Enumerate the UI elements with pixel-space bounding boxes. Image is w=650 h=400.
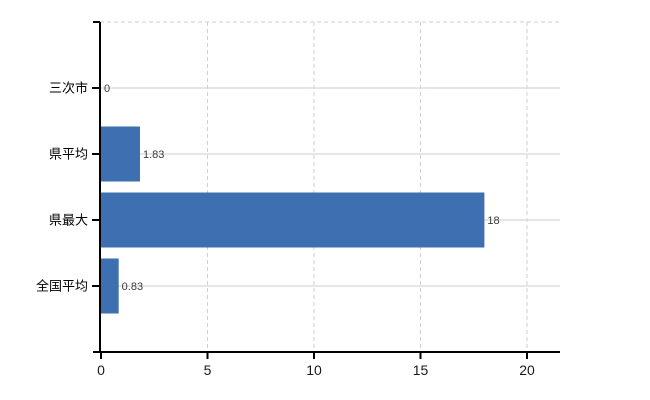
category-label: 三次市	[49, 81, 88, 96]
value-label: 18	[487, 215, 499, 227]
x-tick-label: 0	[97, 362, 105, 378]
x-tick-label: 5	[204, 362, 212, 378]
value-label: 1.83	[143, 149, 164, 161]
category-label: 全国平均	[36, 279, 88, 294]
category-label: 県平均	[49, 147, 88, 162]
x-tick-label: 10	[306, 362, 322, 378]
bar	[101, 258, 119, 314]
value-label: 0.83	[122, 281, 143, 293]
x-tick-label: 15	[413, 362, 429, 378]
category-label: 県最大	[49, 213, 88, 228]
x-tick-label: 20	[519, 362, 535, 378]
bar	[101, 126, 140, 182]
bar	[101, 192, 485, 248]
value-label: 0	[104, 83, 110, 95]
